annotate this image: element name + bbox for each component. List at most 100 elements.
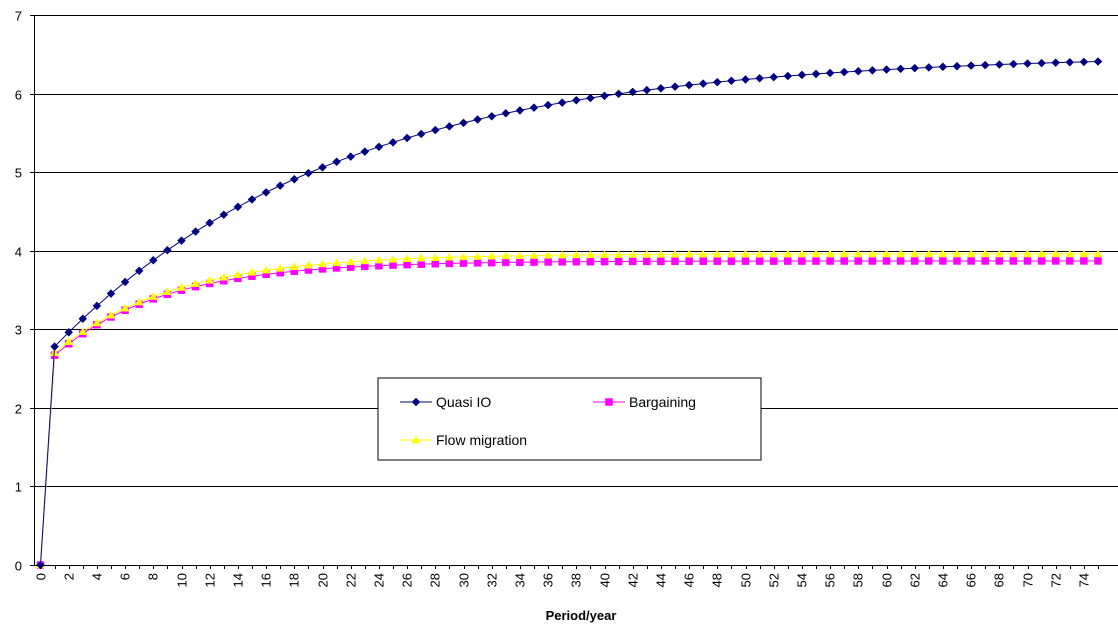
y-tick-label-1: 1: [15, 480, 22, 495]
point-flow-migration-10: [177, 282, 186, 291]
y-tick-label-4: 4: [15, 245, 22, 260]
point-flow-migration-38: [571, 250, 581, 259]
point-bargaining-46: [685, 257, 693, 265]
legend-marker-bargaining: [605, 398, 613, 406]
point-bargaining-75: [1094, 257, 1102, 265]
point-quasi-io-62: [910, 63, 920, 73]
point-bargaining-68: [995, 257, 1004, 265]
point-quasi-io-19: [304, 168, 313, 178]
x-tick-label-8: 8: [146, 573, 161, 580]
point-bargaining-58: [854, 257, 863, 265]
point-flow-migration-19: [303, 260, 313, 269]
point-bargaining-64: [939, 257, 947, 265]
point-flow-migration-59: [867, 249, 877, 258]
point-flow-migration-64: [938, 249, 948, 258]
point-quasi-io-22: [346, 152, 356, 161]
point-quasi-io-15: [247, 195, 257, 204]
point-quasi-io-73: [1065, 57, 1075, 67]
point-quasi-io-66: [966, 61, 976, 70]
x-tick-label-4: 4: [90, 573, 105, 580]
point-flow-migration-36: [543, 250, 553, 259]
point-flow-migration-17: [275, 263, 285, 272]
point-quasi-io-46: [684, 80, 694, 90]
point-quasi-io-20: [318, 162, 327, 172]
point-flow-migration-30: [459, 252, 468, 261]
point-flow-migration-20: [318, 259, 327, 268]
point-bargaining-44: [657, 257, 665, 266]
point-quasi-io-11: [191, 227, 200, 236]
y-tick-label-7: 7: [15, 9, 22, 24]
y-tick-label-5: 5: [15, 166, 22, 181]
point-bargaining-38: [572, 257, 581, 266]
x-tick-label-14: 14: [231, 573, 246, 587]
point-bargaining-62: [910, 257, 919, 265]
point-bargaining-69: [1009, 257, 1018, 265]
point-bargaining-63: [925, 257, 933, 265]
x-tick-label-74: 74: [1077, 573, 1092, 587]
point-flow-migration-74: [1079, 249, 1089, 258]
point-flow-migration-28: [430, 253, 440, 261]
point-flow-migration-55: [811, 249, 821, 258]
point-bargaining-70: [1023, 257, 1032, 265]
point-flow-migration-9: [162, 287, 172, 296]
point-quasi-io-7: [134, 266, 144, 276]
point-flow-migration-65: [952, 249, 962, 258]
point-flow-migration-41: [614, 250, 624, 258]
x-tick-label-36: 36: [541, 573, 556, 587]
series-flow-migration: [36, 249, 1103, 569]
point-quasi-io-54: [797, 70, 807, 80]
point-quasi-io-13: [219, 210, 229, 220]
point-bargaining-27: [417, 260, 425, 268]
point-quasi-io-8: [148, 255, 158, 265]
x-tick-label-50: 50: [739, 573, 754, 587]
point-quasi-io-31: [473, 115, 482, 124]
point-quasi-io-35: [529, 103, 539, 113]
point-flow-migration-68: [994, 249, 1004, 258]
point-flow-migration-27: [416, 253, 426, 262]
point-quasi-io-10: [177, 236, 186, 246]
y-tick-label-3: 3: [15, 323, 22, 338]
point-quasi-io-12: [205, 218, 215, 228]
point-quasi-io-23: [360, 147, 370, 156]
point-quasi-io-25: [388, 137, 398, 147]
point-flow-migration-50: [741, 249, 750, 258]
point-flow-migration-73: [1065, 249, 1075, 258]
series-line-bargaining: [40, 260, 1099, 566]
legend-item-bargaining: Bargaining: [593, 394, 696, 410]
point-flow-migration-49: [726, 249, 736, 258]
point-flow-migration-62: [910, 249, 920, 258]
point-flow-migration-48: [712, 249, 722, 258]
point-quasi-io-17: [275, 181, 285, 190]
x-tick-label-24: 24: [372, 573, 387, 587]
point-quasi-io-43: [642, 85, 652, 95]
x-tick-label-38: 38: [569, 573, 584, 587]
point-quasi-io-5: [106, 289, 116, 298]
point-quasi-io-0: [36, 560, 45, 570]
point-flow-migration-46: [684, 249, 694, 258]
x-tick-label-2: 2: [62, 573, 77, 580]
point-flow-migration-42: [628, 250, 638, 258]
point-quasi-io-60: [882, 65, 891, 74]
x-tick-label-22: 22: [344, 573, 359, 587]
point-bargaining-37: [558, 258, 566, 266]
point-bargaining-28: [431, 259, 440, 268]
x-tick-labels: 0 2 4 6 8 10 12 14 16 18 20 22 24 26 28 30 32 34 36 38 40 42 4…: [34, 573, 1092, 587]
series-lines: [36, 57, 1103, 570]
point-bargaining-35: [530, 258, 538, 266]
point-bargaining-33: [502, 258, 510, 267]
point-quasi-io-21: [332, 157, 341, 167]
point-flow-migration-44: [656, 249, 666, 258]
point-quasi-io-37: [557, 98, 567, 107]
point-bargaining-47: [699, 257, 707, 265]
point-bargaining-54: [798, 257, 806, 265]
point-bargaining-42: [628, 257, 637, 266]
point-quasi-io-9: [163, 245, 172, 255]
x-tick-label-32: 32: [485, 573, 500, 587]
point-flow-migration-14: [233, 270, 243, 278]
point-flow-migration-6: [120, 303, 130, 312]
point-quasi-io-69: [1009, 59, 1018, 69]
x-tick-label-16: 16: [259, 573, 274, 587]
point-flow-migration-37: [557, 250, 567, 259]
point-bargaining-40: [600, 257, 609, 266]
point-quasi-io-57: [839, 67, 849, 77]
